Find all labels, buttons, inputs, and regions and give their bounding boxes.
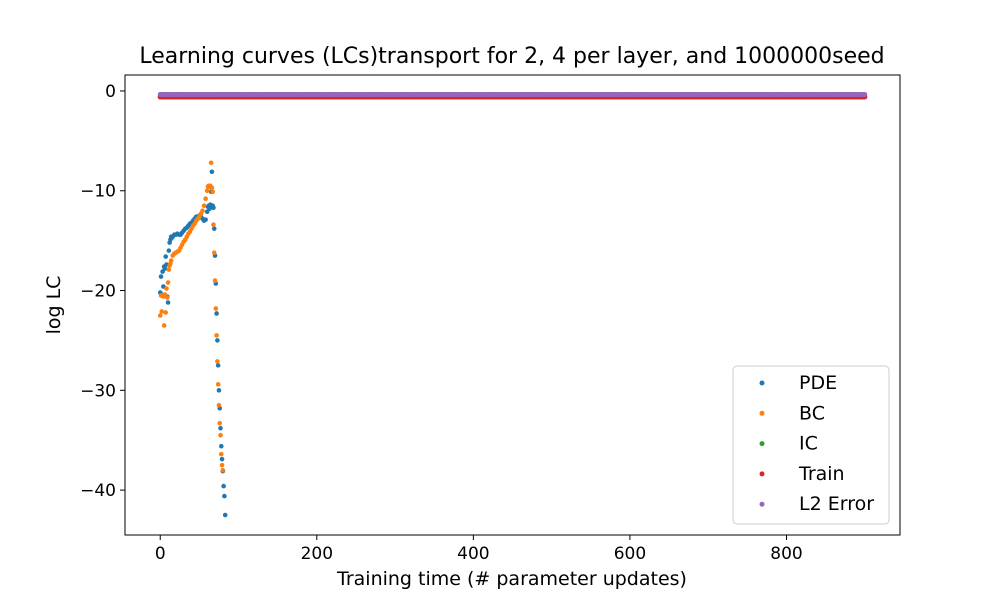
pde-point [203, 217, 208, 222]
bc-point [218, 451, 224, 457]
y-tick-label: −30 [80, 381, 116, 401]
x-tick-label: 400 [457, 544, 489, 564]
legend-label-pde: PDE [799, 372, 837, 394]
bc-point [220, 467, 226, 473]
x-axis: 0 200 400 600 800 [155, 535, 803, 564]
bc-point [161, 323, 167, 328]
bc-point [215, 382, 221, 387]
x-tick-label: 600 [614, 544, 646, 564]
x-axis-label: Training time (# parameter updates) [336, 568, 687, 590]
legend-label-bc: BC [799, 402, 825, 424]
bc-point [218, 432, 223, 438]
legend-label-train: Train [798, 463, 845, 485]
legend: PDE BC IC Train L2 Error [732, 365, 890, 525]
bc-point [219, 462, 225, 468]
bc-point [164, 286, 169, 291]
bc-point [216, 402, 222, 408]
bc-point [203, 196, 208, 202]
bc-point [163, 310, 169, 315]
chart-title: Learning curves (LCs)transport for 2, 4 … [139, 44, 884, 69]
bc-point [201, 203, 207, 209]
pde-point [163, 254, 169, 259]
bc-point [213, 306, 219, 311]
legend-label-ic: IC [799, 433, 818, 455]
pde-point [222, 512, 228, 518]
bc-point [215, 359, 220, 364]
legend-marker-bc [759, 410, 765, 416]
bc-point [212, 278, 218, 283]
bc-point [159, 309, 165, 314]
y-tick-label: −40 [80, 481, 116, 501]
x-tick-label: 800 [770, 544, 802, 564]
legend-marker-pde [759, 380, 765, 386]
legend-label-l2-error: L2 Error [799, 493, 874, 515]
bc-point [200, 208, 205, 214]
l2-error-point [862, 91, 868, 97]
pde-point [221, 483, 226, 489]
pde-point [222, 493, 227, 499]
x-tick-label: 0 [155, 544, 166, 564]
bc-point [204, 188, 210, 194]
y-tick-label: −20 [80, 282, 116, 302]
legend-marker-ic [759, 441, 765, 447]
plot-frame [124, 74, 901, 536]
pde-point [162, 266, 168, 271]
pde-point [165, 300, 171, 305]
bc-point [211, 250, 217, 255]
legend-marker-l2-error [759, 501, 765, 507]
legend-box [732, 365, 890, 525]
pde-point [219, 456, 225, 462]
y-tick-label: 0 [105, 82, 116, 102]
data-layer [157, 91, 868, 518]
legend-marker-train [759, 471, 765, 477]
pde-point [215, 363, 221, 368]
pde-point [218, 425, 223, 431]
pde-point [211, 205, 216, 211]
l2-error-series [157, 91, 868, 97]
bc-point [166, 267, 172, 272]
y-axis: 0 −10 −20 −30 −40 [80, 82, 125, 501]
bc-point [168, 258, 174, 263]
bc-point [165, 280, 171, 285]
bc-point [164, 295, 170, 300]
pde-point [215, 338, 220, 343]
x-tick-label: 200 [301, 544, 333, 564]
y-axis-label: log LC [43, 276, 65, 335]
bc-point [209, 185, 215, 191]
pde-point [214, 311, 219, 316]
bc-point [208, 160, 214, 166]
bc-point [210, 189, 215, 195]
bc-series [157, 160, 226, 473]
pde-point [218, 443, 224, 449]
pde-point [211, 226, 217, 231]
bc-point [214, 333, 219, 338]
bc-point [157, 313, 163, 318]
pde-point [209, 169, 215, 175]
pde-point [216, 388, 222, 393]
y-tick-label: −10 [80, 182, 116, 202]
pde-point [158, 274, 164, 279]
pde-point [207, 206, 212, 212]
pde-point [166, 248, 172, 253]
bc-point [211, 222, 216, 227]
bc-point [217, 420, 223, 426]
